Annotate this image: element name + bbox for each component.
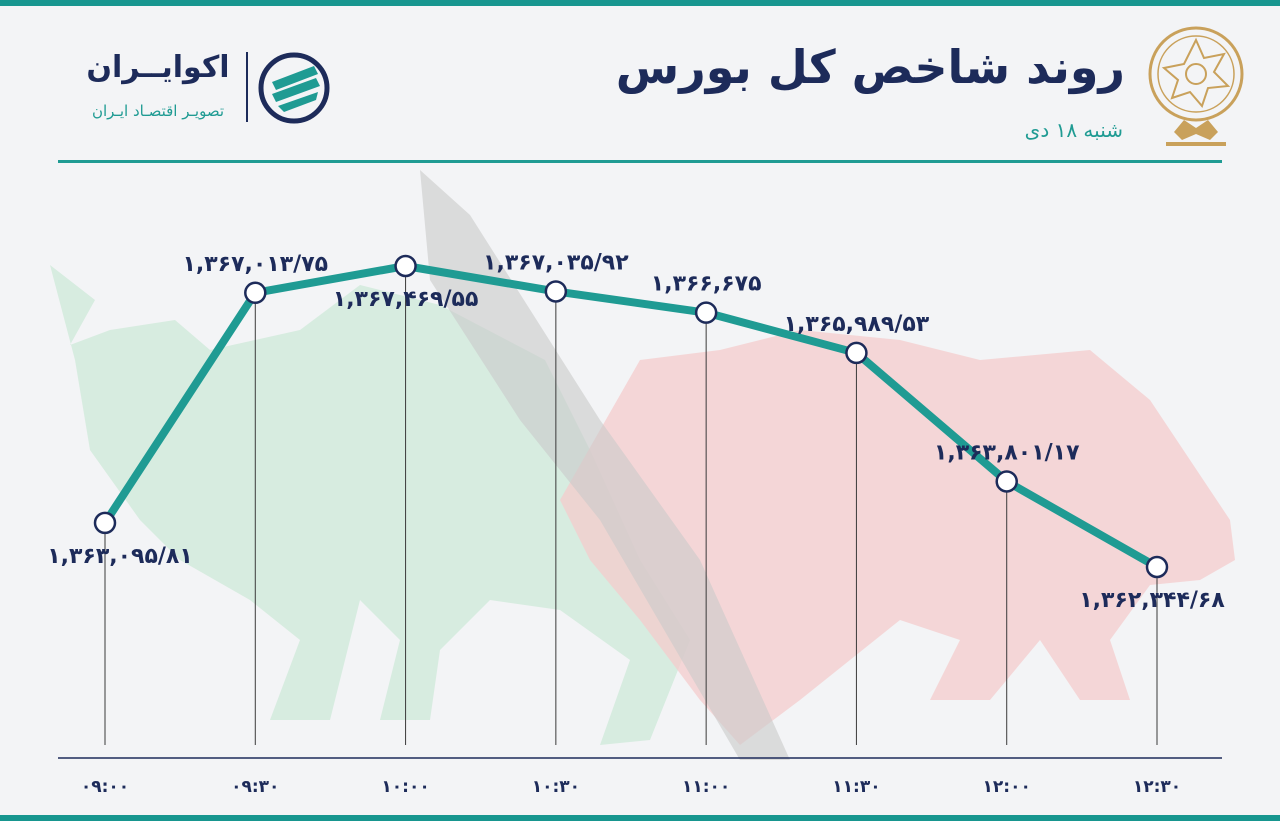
value-label: ۱,۳۶۵,۹۸۹/۵۳ bbox=[784, 312, 930, 337]
value-label: ۱,۳۶۷,۰۱۳/۷۵ bbox=[182, 252, 328, 277]
data-point bbox=[394, 254, 417, 278]
value-label: ۱,۳۶۲,۳۴۴/۶۸ bbox=[1079, 588, 1225, 613]
x-tick-label: ۱۲:۳۰ bbox=[1133, 777, 1181, 797]
data-point bbox=[244, 281, 267, 305]
value-label: ۱,۳۶۳,۸۰۱/۱۷ bbox=[934, 440, 1080, 465]
data-point bbox=[845, 341, 868, 365]
data-points bbox=[93, 254, 1169, 579]
data-point bbox=[93, 511, 117, 535]
brand-logo-icon bbox=[258, 52, 330, 124]
chart-title: روند شاخص کل بورس bbox=[615, 40, 1125, 94]
x-tick-label: ۰۹:۰۰ bbox=[81, 777, 129, 797]
data-point bbox=[544, 280, 568, 303]
stock-exchange-logo bbox=[1144, 24, 1248, 152]
chart-subtitle: شنبه ۱۸ دی bbox=[1024, 118, 1123, 142]
value-labels: ۱,۳۶۳,۰۹۵/۸۱۱,۳۶۷,۰۱۳/۷۵۱,۳۶۷,۴۶۹/۵۵۱,۳۶… bbox=[47, 250, 1225, 613]
header-divider bbox=[58, 160, 1222, 163]
brand-divider bbox=[246, 52, 248, 122]
value-label: ۱,۳۶۳,۰۹۵/۸۱ bbox=[47, 544, 193, 569]
brand-tagline: تصویـر اقتصـاد ایـران bbox=[91, 102, 225, 120]
series-line bbox=[101, 262, 1161, 571]
value-label: ۱,۳۶۷,۴۶۹/۵۵ bbox=[333, 287, 479, 312]
value-label: ۱,۳۶۶,۶۷۵ bbox=[651, 272, 762, 297]
x-axis-ticks: ۰۹:۰۰ ۰۹:۳۰ ۱۰:۰۰ ۱۰:۳۰ ۱۱:۰۰ ۱۱:۳۰ ۱۲:۰۰ ۱۲:۳۰ bbox=[81, 777, 1181, 797]
diagonal-shadow bbox=[420, 170, 790, 760]
bottom-border bbox=[0, 815, 1280, 821]
x-tick-label: ۱۱:۳۰ bbox=[832, 777, 880, 797]
data-point bbox=[1145, 555, 1169, 579]
value-label: ۱,۳۶۷,۰۳۵/۹۲ bbox=[483, 250, 629, 275]
brand-name: اکوایــران bbox=[86, 50, 230, 85]
x-tick-label: ۱۲:۰۰ bbox=[983, 777, 1031, 797]
top-border bbox=[0, 0, 1280, 6]
brand-block: اکوایــران تصویـر اقتصـاد ایـران bbox=[70, 44, 340, 134]
drop-lines bbox=[104, 266, 1158, 745]
x-tick-label: ۱۰:۳۰ bbox=[532, 777, 580, 797]
data-point bbox=[995, 470, 1018, 493]
x-tick-label: ۰۹:۳۰ bbox=[231, 777, 279, 797]
x-tick-label: ۱۰:۰۰ bbox=[381, 777, 429, 797]
data-point bbox=[694, 301, 718, 324]
x-tick-label: ۱۱:۰۰ bbox=[682, 777, 730, 797]
bull-bear-watermark bbox=[50, 170, 1235, 760]
